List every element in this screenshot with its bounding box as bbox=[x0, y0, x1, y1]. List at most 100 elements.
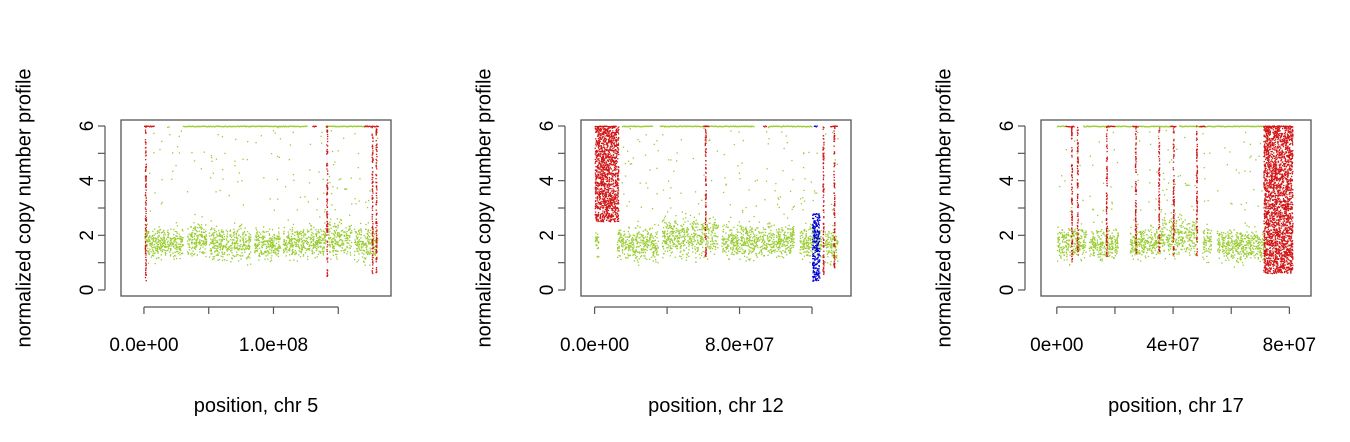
data-point bbox=[211, 227, 213, 229]
data-point bbox=[265, 245, 268, 247]
data-point bbox=[371, 248, 373, 250]
data-point bbox=[371, 127, 373, 129]
data-point bbox=[741, 247, 743, 249]
data-point bbox=[711, 238, 713, 240]
data-point bbox=[232, 242, 234, 245]
data-point bbox=[708, 230, 710, 232]
data-point bbox=[198, 235, 200, 237]
data-point bbox=[205, 240, 207, 243]
data-point bbox=[372, 264, 374, 266]
data-point bbox=[597, 211, 600, 214]
data-point bbox=[348, 229, 350, 231]
data-point bbox=[144, 195, 147, 197]
data-point bbox=[376, 240, 378, 242]
data-point bbox=[646, 245, 648, 248]
data-point bbox=[646, 230, 648, 232]
data-point bbox=[329, 243, 331, 246]
data-point bbox=[307, 248, 309, 250]
data-point bbox=[317, 229, 320, 231]
data-point bbox=[326, 129, 328, 131]
data-point bbox=[655, 252, 658, 254]
data-point bbox=[230, 236, 233, 238]
data-point bbox=[691, 242, 693, 244]
data-point bbox=[717, 226, 719, 228]
data-point bbox=[348, 228, 350, 230]
data-point bbox=[318, 239, 320, 241]
data-point bbox=[341, 125, 343, 127]
data-point bbox=[222, 245, 225, 248]
data-point bbox=[198, 230, 200, 232]
data-point bbox=[766, 245, 768, 247]
data-point bbox=[279, 246, 281, 249]
data-point bbox=[339, 239, 341, 241]
data-point bbox=[240, 255, 242, 257]
data-point bbox=[737, 231, 739, 233]
data-point bbox=[664, 237, 666, 239]
data-point bbox=[642, 248, 645, 250]
data-point bbox=[316, 231, 318, 233]
data-point bbox=[170, 228, 172, 230]
data-point bbox=[623, 245, 625, 247]
data-point bbox=[204, 248, 206, 250]
data-point bbox=[249, 240, 252, 242]
data-point bbox=[271, 246, 274, 248]
data-point bbox=[328, 232, 330, 234]
data-point bbox=[370, 126, 373, 128]
data-point bbox=[670, 207, 672, 209]
data-point bbox=[690, 237, 692, 240]
data-point bbox=[171, 178, 173, 180]
data-point bbox=[820, 240, 823, 243]
data-point bbox=[743, 238, 745, 240]
data-point bbox=[318, 242, 321, 244]
data-point bbox=[284, 125, 286, 127]
data-point bbox=[264, 250, 266, 252]
data-point bbox=[792, 239, 795, 241]
data-point bbox=[145, 126, 147, 129]
data-point bbox=[231, 249, 233, 251]
data-point bbox=[194, 229, 196, 231]
data-point bbox=[281, 126, 283, 128]
data-point bbox=[338, 232, 340, 234]
data-point bbox=[145, 189, 147, 191]
data-point bbox=[294, 238, 296, 240]
data-point bbox=[826, 250, 828, 252]
data-point bbox=[211, 160, 213, 162]
data-point bbox=[247, 125, 249, 127]
data-point bbox=[752, 244, 755, 246]
data-point bbox=[248, 232, 250, 235]
data-point bbox=[376, 200, 378, 202]
data-point bbox=[269, 244, 271, 246]
data-point bbox=[727, 238, 729, 240]
data-point bbox=[314, 242, 316, 244]
data-point bbox=[713, 253, 716, 255]
data-point bbox=[745, 206, 747, 209]
data-point bbox=[369, 190, 371, 192]
data-point bbox=[643, 240, 645, 242]
data-point bbox=[803, 244, 805, 246]
data-point bbox=[707, 258, 709, 260]
data-point bbox=[326, 165, 328, 167]
data-point bbox=[256, 231, 258, 233]
data-point bbox=[261, 246, 263, 248]
data-point bbox=[211, 233, 214, 235]
data-point bbox=[278, 125, 281, 127]
data-point bbox=[326, 234, 328, 236]
data-point bbox=[241, 248, 243, 251]
data-point bbox=[374, 233, 376, 235]
data-point bbox=[201, 216, 203, 218]
data-point bbox=[286, 245, 288, 247]
data-point bbox=[187, 253, 189, 255]
data-point bbox=[297, 232, 299, 234]
data-point bbox=[801, 258, 804, 260]
data-point bbox=[268, 234, 271, 236]
data-point bbox=[260, 233, 262, 235]
data-point bbox=[242, 234, 244, 236]
data-point bbox=[701, 227, 703, 229]
data-point bbox=[170, 238, 172, 240]
data-point bbox=[146, 244, 148, 246]
data-point bbox=[228, 246, 230, 248]
data-point bbox=[210, 220, 212, 222]
data-point bbox=[236, 125, 238, 128]
data-point bbox=[148, 239, 151, 241]
data-point bbox=[210, 242, 212, 244]
